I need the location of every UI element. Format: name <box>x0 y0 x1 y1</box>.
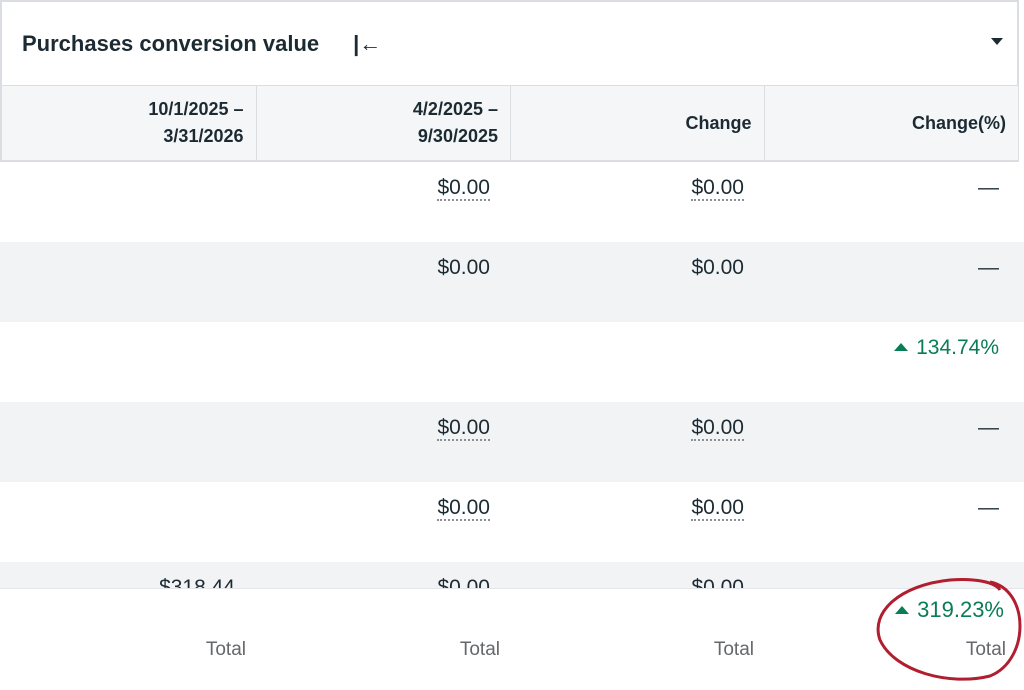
cell-change <box>510 322 764 402</box>
up-triangle-icon <box>894 343 909 351</box>
table-row: $0.00 $0.00 — <box>0 242 1024 322</box>
total-label: Total <box>713 639 754 660</box>
header-line: Change <box>685 112 752 133</box>
cell-change: $0.00 <box>510 162 764 242</box>
cell-previous <box>255 322 510 402</box>
header-change[interactable]: Change <box>511 86 765 160</box>
cell-change: $0.00 <box>691 256 744 279</box>
value: 134.74% <box>916 336 999 359</box>
cell-change-pct: — <box>978 176 999 199</box>
cell-change: $0.00 <box>510 482 764 562</box>
column-header-title-bar: Purchases conversion value |← <box>0 0 1019 86</box>
header-line: Change(%) <box>912 112 1006 133</box>
table-row: 134.74% <box>0 322 1024 402</box>
cell-change-pct: — <box>978 496 999 519</box>
cell-previous: $0.00 <box>255 482 510 562</box>
total-label: Total <box>205 639 246 660</box>
cell-current <box>0 402 255 482</box>
cell-change-pct: — <box>978 416 999 439</box>
cell-previous: $0.00 <box>255 402 510 482</box>
caret-down-icon[interactable] <box>991 38 1003 45</box>
table-row: $0.00 $0.00 — <box>0 402 1024 482</box>
cell-previous: $0.00 <box>255 162 510 242</box>
cell-current <box>0 162 255 242</box>
cell-current <box>0 242 255 322</box>
table-body: $0.00 $0.00 — $0.00 $0.00 — 134.74% $0.0… <box>0 162 1024 642</box>
table-row: $0.00 $0.00 — <box>0 162 1024 242</box>
cell-change-pct: 134.74% <box>764 322 1019 402</box>
totals-row: 319.23% Total Total Total Total <box>0 588 1024 690</box>
cell-change-pct: — <box>978 256 999 279</box>
total-label: Total <box>965 639 1006 660</box>
header-line: 9/30/2025 <box>417 126 498 146</box>
header-change-pct[interactable]: Change(%) <box>765 86 1019 160</box>
cell-change: $0.00 <box>510 402 764 482</box>
header-line: 4/2/2025 – <box>412 99 498 119</box>
header-previous-period[interactable]: 4/2/2025 – 9/30/2025 <box>257 86 511 160</box>
value[interactable]: $0.00 <box>437 496 490 521</box>
cell-current <box>0 322 255 402</box>
value[interactable]: $0.00 <box>691 416 744 441</box>
up-triangle-icon <box>895 606 910 614</box>
value[interactable]: $0.00 <box>691 176 744 201</box>
value: 319.23% <box>917 597 1004 622</box>
value[interactable]: $0.00 <box>691 496 744 521</box>
value[interactable]: $0.00 <box>437 416 490 441</box>
cell-previous: $0.00 <box>437 256 490 279</box>
header-line: 10/1/2025 – <box>148 99 244 119</box>
column-headers: 10/1/2025 – 3/31/2026 4/2/2025 – 9/30/2025… <box>0 86 1019 162</box>
header-line: 3/31/2026 <box>163 126 244 146</box>
value[interactable]: $0.00 <box>437 176 490 201</box>
collapse-left-icon[interactable]: |← <box>353 30 382 56</box>
header-current-period[interactable]: 10/1/2025 – 3/31/2026 <box>2 86 257 160</box>
metric-title: Purchases conversion value <box>22 30 320 56</box>
total-label: Total <box>459 639 500 660</box>
cell-current <box>0 482 255 562</box>
table-row: $0.00 $0.00 — <box>0 482 1024 562</box>
total-change-pct: 319.23% <box>895 597 1004 623</box>
